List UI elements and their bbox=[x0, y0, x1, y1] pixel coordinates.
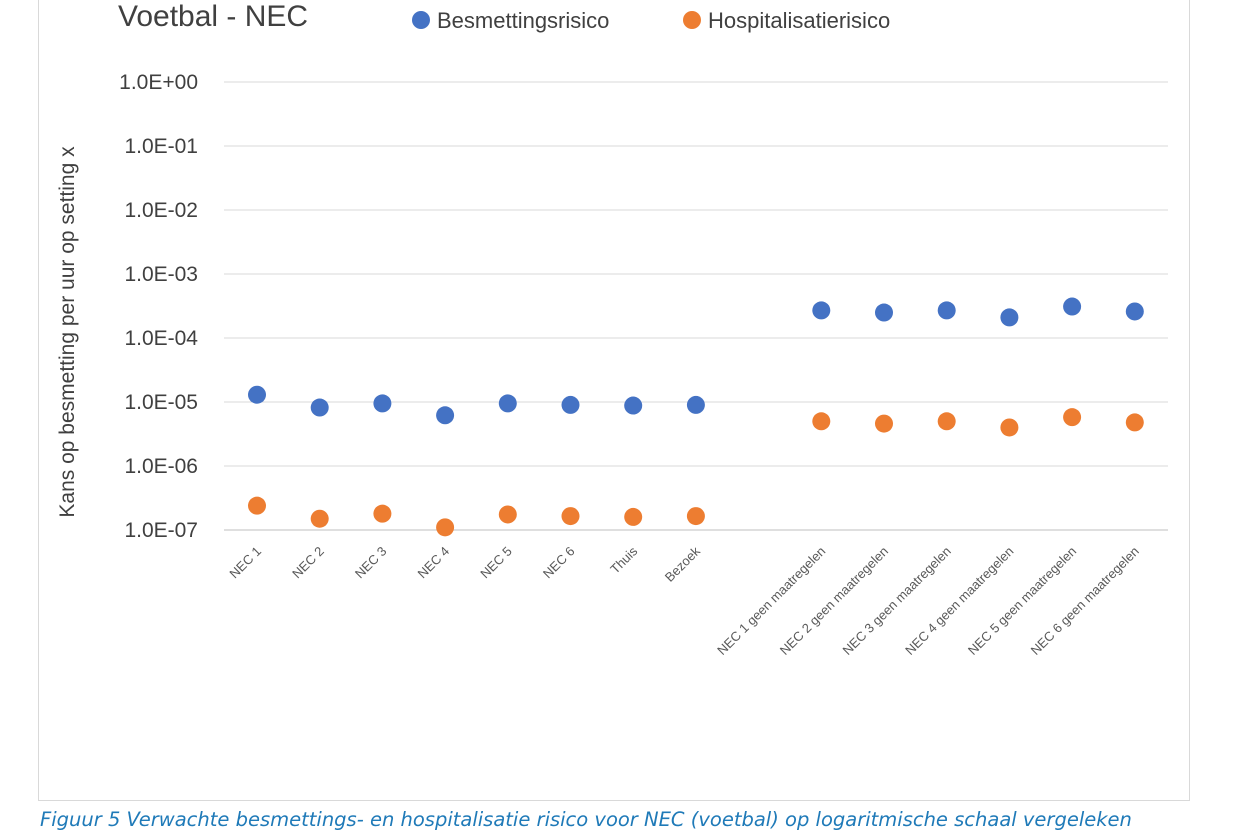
y-tick-label: 1.0E-04 bbox=[124, 327, 198, 350]
y-tick-label: 1.0E-05 bbox=[124, 391, 198, 414]
point-hospitalisatierisico bbox=[373, 504, 392, 523]
x-tick-label: NEC 6 geen maatregelen bbox=[1028, 544, 1142, 658]
point-hospitalisatierisico bbox=[1125, 413, 1144, 432]
legend-label: Besmettingsrisico bbox=[437, 8, 609, 33]
legend-label: Hospitalisatierisico bbox=[708, 8, 890, 33]
point-hospitalisatierisico bbox=[875, 414, 893, 433]
y-tick-label: 1.0E-01 bbox=[124, 135, 198, 158]
legend-marker bbox=[683, 11, 701, 29]
point-hospitalisatierisico bbox=[1063, 408, 1082, 427]
point-hospitalisatierisico bbox=[686, 507, 705, 526]
point-hospitalisatierisico bbox=[248, 496, 266, 515]
point-besmettingsrisico bbox=[1000, 308, 1019, 327]
point-besmettingsrisico bbox=[561, 395, 580, 414]
point-hospitalisatierisico bbox=[1000, 418, 1019, 437]
point-besmettingsrisico bbox=[1125, 302, 1144, 321]
point-besmettingsrisico bbox=[812, 301, 831, 320]
chart-svg: 1.0E-07 1.0E-06 1.0E-05 1.0E-04 1.0E-03 1.0E-… bbox=[56, 0, 1168, 658]
x-tick-label: NEC 1 geen maatregelen bbox=[714, 544, 828, 658]
x-tick-label: NEC 2 geen maatregelen bbox=[777, 544, 891, 658]
point-besmettingsrisico bbox=[310, 398, 329, 417]
point-besmettingsrisico bbox=[1063, 297, 1082, 316]
point-hospitalisatierisico bbox=[436, 518, 455, 537]
y-axis-label: Kans op besmetting per uur op setting x bbox=[56, 146, 79, 518]
y-tick-label: 1.0E-06 bbox=[124, 455, 198, 478]
data-points bbox=[248, 297, 1144, 537]
point-besmettingsrisico bbox=[498, 394, 517, 413]
y-tick-label: 1.0E-03 bbox=[124, 263, 198, 286]
x-tick-label: NEC 4 geen maatregelen bbox=[902, 544, 1016, 658]
point-besmettingsrisico bbox=[248, 385, 266, 404]
y-axis-ticks: 1.0E-07 1.0E-06 1.0E-05 1.0E-04 1.0E-03 1.0E-… bbox=[119, 71, 198, 542]
point-hospitalisatierisico bbox=[561, 507, 580, 526]
chart-title: Voetbal - NEC bbox=[118, 0, 308, 33]
point-besmettingsrisico bbox=[686, 395, 705, 414]
point-hospitalisatierisico bbox=[498, 505, 517, 524]
y-tick-label: 1.0E-02 bbox=[124, 199, 198, 222]
x-tick-label: NEC 6 bbox=[540, 544, 578, 582]
x-tick-label: NEC 1 bbox=[226, 544, 264, 582]
x-axis-ticks: NEC 1 NEC 2 NEC 3 NEC 4 NEC 5 NEC 6 Thuis Bezoe… bbox=[226, 543, 1141, 658]
legend: Besmettingsrisico Hospitalisatierisico bbox=[412, 8, 890, 33]
chart-frame bbox=[38, 0, 1190, 801]
point-besmettingsrisico bbox=[373, 394, 392, 413]
x-tick-label: NEC 5 geen maatregelen bbox=[965, 544, 1079, 658]
point-besmettingsrisico bbox=[624, 396, 643, 415]
x-tick-label: Bezoek bbox=[662, 543, 704, 585]
x-tick-label: NEC 5 bbox=[477, 544, 515, 582]
x-tick-label: Thuis bbox=[607, 543, 640, 576]
point-besmettingsrisico bbox=[937, 301, 956, 320]
y-tick-label: 1.0E+00 bbox=[119, 71, 198, 94]
point-hospitalisatierisico bbox=[624, 507, 643, 526]
point-hospitalisatierisico bbox=[812, 412, 831, 431]
point-besmettingsrisico bbox=[875, 303, 893, 322]
gridlines bbox=[224, 81, 1168, 531]
x-tick-label: NEC 4 bbox=[415, 544, 453, 582]
x-tick-label: NEC 2 bbox=[289, 544, 327, 582]
legend-marker bbox=[412, 11, 430, 29]
y-tick-label: 1.0E-07 bbox=[124, 519, 198, 542]
point-hospitalisatierisico bbox=[310, 509, 329, 528]
figure-caption: Figuur 5 Verwachte besmettings- en hospi… bbox=[40, 808, 1132, 831]
x-tick-label: NEC 3 bbox=[352, 544, 390, 582]
point-besmettingsrisico bbox=[436, 406, 455, 425]
point-hospitalisatierisico bbox=[937, 412, 956, 431]
x-tick-label: NEC 3 geen maatregelen bbox=[839, 544, 953, 658]
